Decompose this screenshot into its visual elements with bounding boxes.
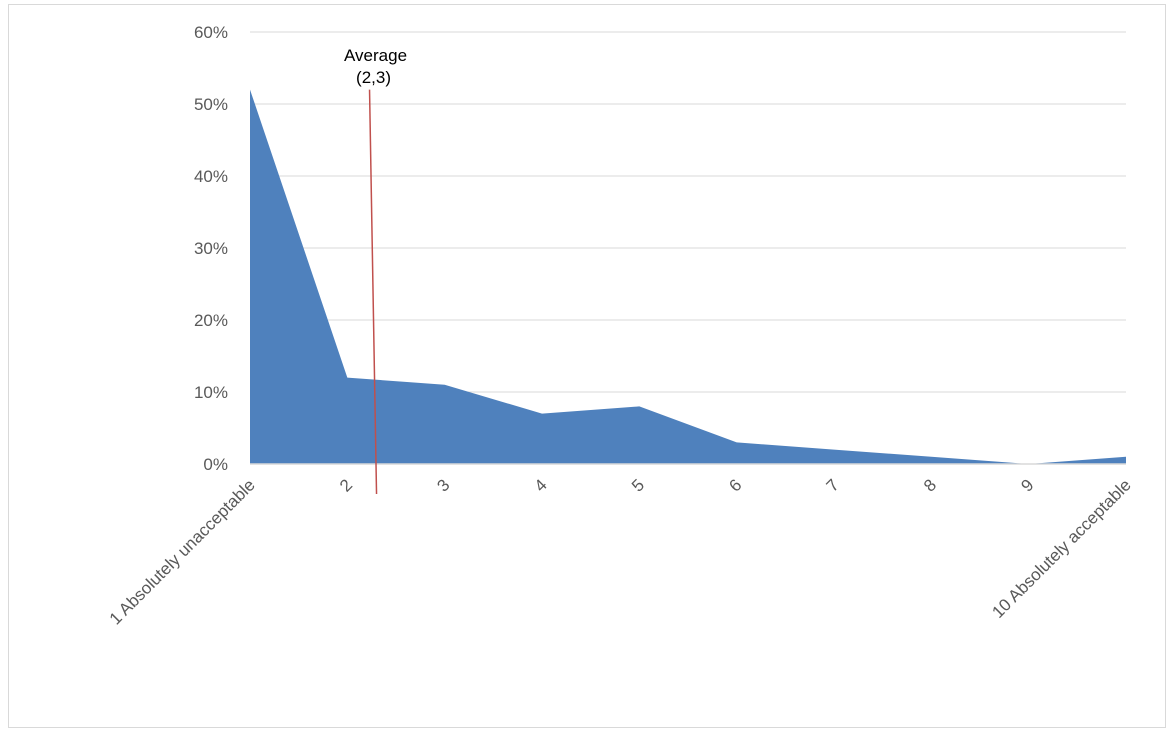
x-tick-label: 5 — [628, 475, 648, 495]
y-tick-label: 40% — [194, 167, 228, 186]
x-tick-label: 4 — [531, 475, 551, 495]
x-tick-label: 2 — [336, 475, 356, 495]
x-tick-label: 8 — [920, 475, 940, 495]
y-tick-label: 20% — [194, 311, 228, 330]
x-tick-label: 7 — [823, 475, 843, 495]
x-tick-label: 9 — [1017, 475, 1037, 495]
x-tick-label: 10 Absolutely acceptable — [988, 475, 1134, 621]
area-series — [250, 89, 1126, 464]
average-annotation: Average (2,3) — [344, 46, 407, 495]
x-tick-labels: 1 Absolutely unacceptable 2 3 4 5 6 7 8 910 Abso… — [106, 475, 1135, 628]
chart-frame — [8, 4, 1166, 728]
x-tick-label: 6 — [725, 475, 745, 495]
average-value-label: (2,3) — [356, 68, 391, 87]
y-tick-label: 30% — [194, 239, 228, 258]
x-tick-label: 3 — [433, 475, 453, 495]
y-tick-label: 60% — [194, 23, 228, 42]
x-tick-label: 1 Absolutely unacceptable — [106, 475, 259, 628]
y-tick-label: 0% — [203, 455, 228, 474]
y-tick-labels: 0% 10% 20% 30% 40% 50% 60% — [194, 23, 228, 474]
y-tick-label: 10% — [194, 383, 228, 402]
area-fill — [250, 89, 1126, 464]
average-line — [368, 89, 378, 495]
average-label: Average — [344, 46, 407, 65]
y-tick-label: 50% — [194, 95, 228, 114]
